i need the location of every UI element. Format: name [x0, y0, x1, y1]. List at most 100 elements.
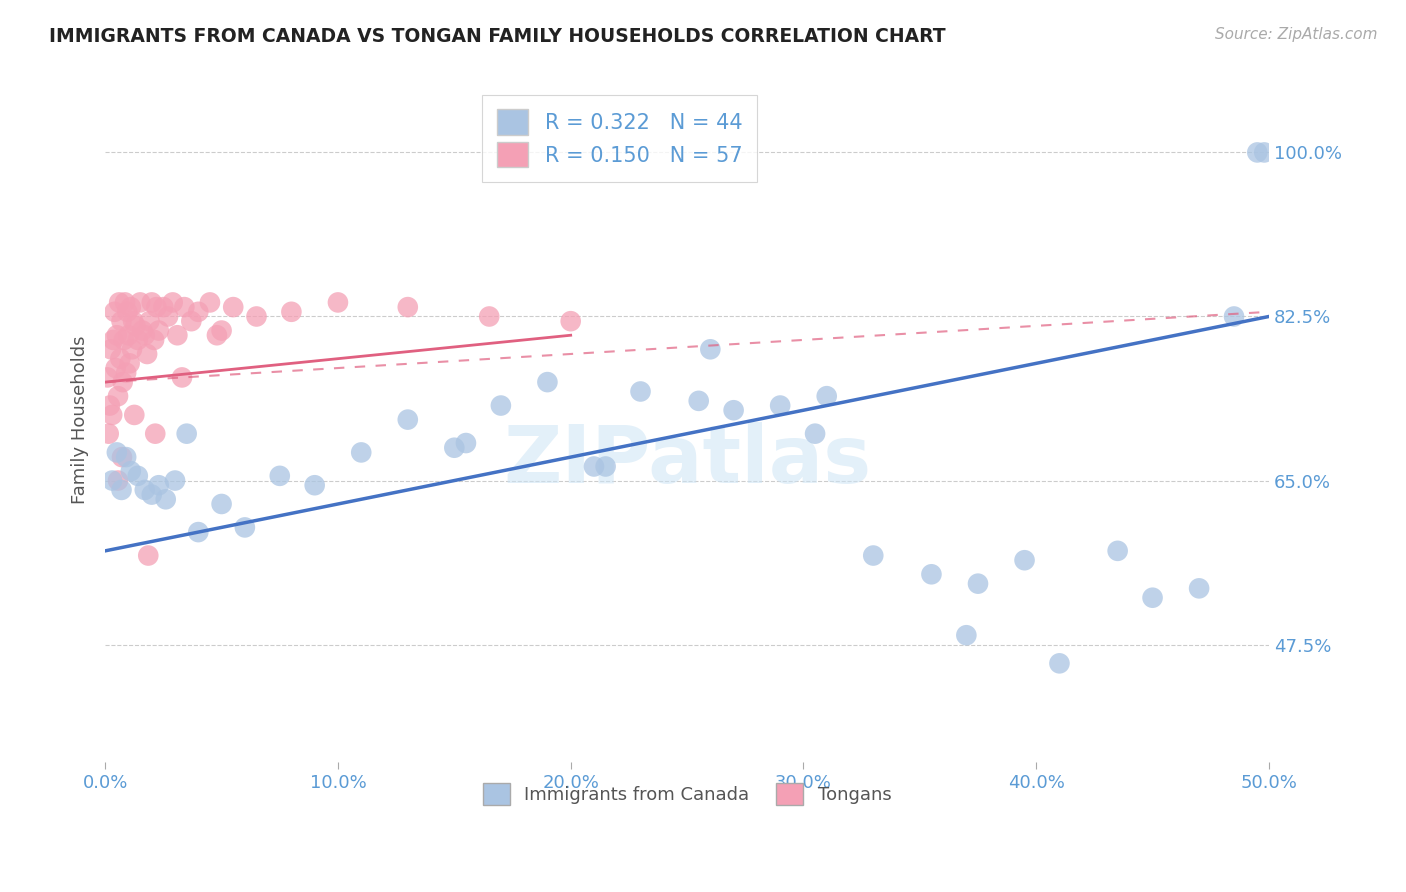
Point	[955, 628, 977, 642]
Point	[120, 300, 142, 314]
Point	[489, 399, 512, 413]
Point	[105, 328, 128, 343]
Legend: Immigrants from Canada, Tongans: Immigrants from Canada, Tongans	[474, 774, 901, 814]
Point	[211, 497, 233, 511]
Point	[117, 328, 139, 343]
Point	[111, 375, 134, 389]
Point	[138, 314, 160, 328]
Point	[103, 305, 125, 319]
Point	[1014, 553, 1036, 567]
Point	[127, 468, 149, 483]
Point	[118, 356, 141, 370]
Text: Source: ZipAtlas.com: Source: ZipAtlas.com	[1215, 27, 1378, 42]
Point	[396, 300, 419, 314]
Point	[134, 483, 156, 497]
Point	[920, 567, 942, 582]
Point	[122, 314, 145, 328]
Point	[396, 412, 419, 426]
Point	[688, 393, 710, 408]
Point	[233, 520, 256, 534]
Point	[326, 295, 349, 310]
Point	[145, 300, 167, 314]
Point	[180, 314, 202, 328]
Text: ZIPatlas: ZIPatlas	[503, 422, 872, 500]
Point	[110, 314, 132, 328]
Point	[105, 445, 128, 459]
Point	[211, 324, 233, 338]
Point	[98, 399, 121, 413]
Point	[131, 324, 153, 338]
Point	[97, 426, 120, 441]
Point	[862, 549, 884, 563]
Point	[108, 295, 131, 310]
Point	[198, 295, 221, 310]
Point	[245, 310, 267, 324]
Point	[143, 426, 166, 441]
Point	[101, 408, 124, 422]
Point	[280, 305, 302, 319]
Point	[630, 384, 652, 399]
Point	[560, 314, 582, 328]
Point	[127, 333, 149, 347]
Point	[1223, 310, 1246, 324]
Point	[967, 576, 990, 591]
Point	[187, 525, 209, 540]
Point	[134, 328, 156, 343]
Point	[155, 492, 177, 507]
Point	[104, 361, 127, 376]
Point	[163, 474, 186, 488]
Point	[769, 399, 792, 413]
Point	[1188, 582, 1211, 596]
Point	[443, 441, 465, 455]
Point	[454, 436, 477, 450]
Point	[96, 370, 118, 384]
Point	[136, 549, 159, 563]
Point	[111, 450, 134, 464]
Point	[162, 295, 184, 310]
Point	[110, 483, 132, 497]
Point	[269, 468, 291, 483]
Point	[129, 295, 152, 310]
Point	[1253, 145, 1275, 160]
Point	[478, 310, 501, 324]
Point	[815, 389, 838, 403]
Y-axis label: Family Households: Family Households	[72, 335, 89, 504]
Point	[166, 328, 188, 343]
Point	[157, 310, 180, 324]
Point	[699, 343, 721, 357]
Point	[148, 478, 170, 492]
Text: IMMIGRANTS FROM CANADA VS TONGAN FAMILY HOUSEHOLDS CORRELATION CHART: IMMIGRANTS FROM CANADA VS TONGAN FAMILY …	[49, 27, 946, 45]
Point	[152, 300, 174, 314]
Point	[141, 295, 163, 310]
Point	[100, 343, 122, 357]
Point	[205, 328, 228, 343]
Point	[136, 347, 159, 361]
Point	[173, 300, 195, 314]
Point	[114, 295, 136, 310]
Point	[176, 426, 198, 441]
Point	[1049, 657, 1071, 671]
Point	[107, 474, 129, 488]
Point	[1142, 591, 1164, 605]
Point	[103, 333, 125, 347]
Point	[804, 426, 827, 441]
Point	[141, 487, 163, 501]
Point	[1246, 145, 1268, 160]
Point	[170, 370, 193, 384]
Point	[107, 389, 129, 403]
Point	[143, 333, 166, 347]
Point	[1107, 544, 1129, 558]
Point	[115, 366, 138, 380]
Point	[350, 445, 373, 459]
Point	[124, 408, 146, 422]
Point	[120, 464, 142, 478]
Point	[115, 450, 138, 464]
Point	[536, 375, 558, 389]
Point	[124, 318, 146, 333]
Point	[117, 305, 139, 319]
Point	[187, 305, 209, 319]
Point	[110, 351, 132, 366]
Point	[148, 324, 170, 338]
Point	[222, 300, 245, 314]
Point	[121, 343, 143, 357]
